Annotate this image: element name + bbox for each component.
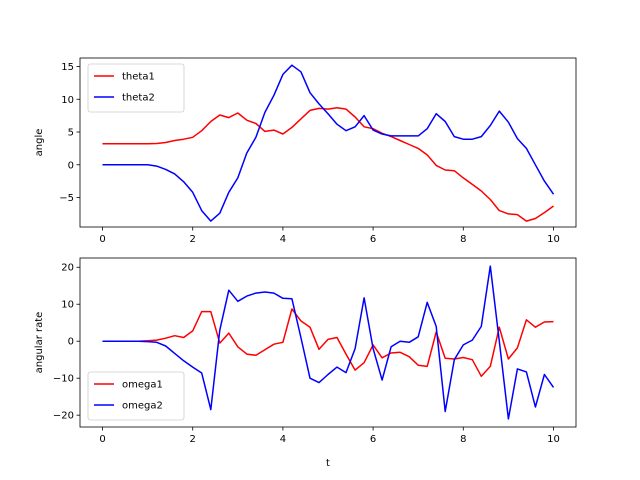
y-tick-label: 10 <box>61 95 74 106</box>
y-axis-label: angle <box>34 129 45 157</box>
x-tick-label: 4 <box>280 234 286 245</box>
x-tick-label: 8 <box>460 434 466 445</box>
x-tick-label: 2 <box>190 434 196 445</box>
y-axis-label: angular rate <box>34 312 45 374</box>
x-tick-label: 0 <box>99 234 105 245</box>
axes-frame <box>79 57 577 228</box>
top-subplot-angle: 0 2 4 6 8 10 −5 0 5 10 15 angle theta1 theta2 <box>34 57 577 245</box>
y-tick-label: 15 <box>61 62 74 73</box>
axes-frame <box>79 257 577 428</box>
y-tick-label: −5 <box>59 193 74 204</box>
x-tick-label: 0 <box>99 434 105 445</box>
x-tick-label: 6 <box>370 434 376 445</box>
y-tick-label: 20 <box>61 263 74 274</box>
y-tick-label: −20 <box>53 411 74 422</box>
series-line-theta2 <box>102 64 555 222</box>
y-tick-label: −10 <box>53 374 74 385</box>
legend: theta1 theta2 <box>87 63 185 113</box>
y-tick-label: 0 <box>68 160 74 171</box>
y-tick-label: 10 <box>61 300 74 311</box>
x-tick-label: 8 <box>460 234 466 245</box>
x-tick-label: 10 <box>547 434 560 445</box>
y-tick-label: 5 <box>68 128 74 139</box>
series-line-theta1 <box>102 107 554 222</box>
x-tick-label: 6 <box>370 234 376 245</box>
series-line-omega1 <box>102 308 554 378</box>
legend-label-theta2: theta2 <box>122 93 155 104</box>
x-tick-label: 2 <box>190 234 196 245</box>
legend-label-omega1: omega1 <box>122 380 163 391</box>
legend: omega1 omega2 <box>87 371 185 421</box>
x-tick-label: 4 <box>280 434 286 445</box>
y-tick-label: 0 <box>68 337 74 348</box>
legend-label-omega2: omega2 <box>122 401 163 412</box>
x-axis-label: t <box>326 458 330 469</box>
x-tick-label: 10 <box>547 234 560 245</box>
series-line-omega2 <box>102 265 555 420</box>
legend-label-theta1: theta1 <box>122 72 155 83</box>
